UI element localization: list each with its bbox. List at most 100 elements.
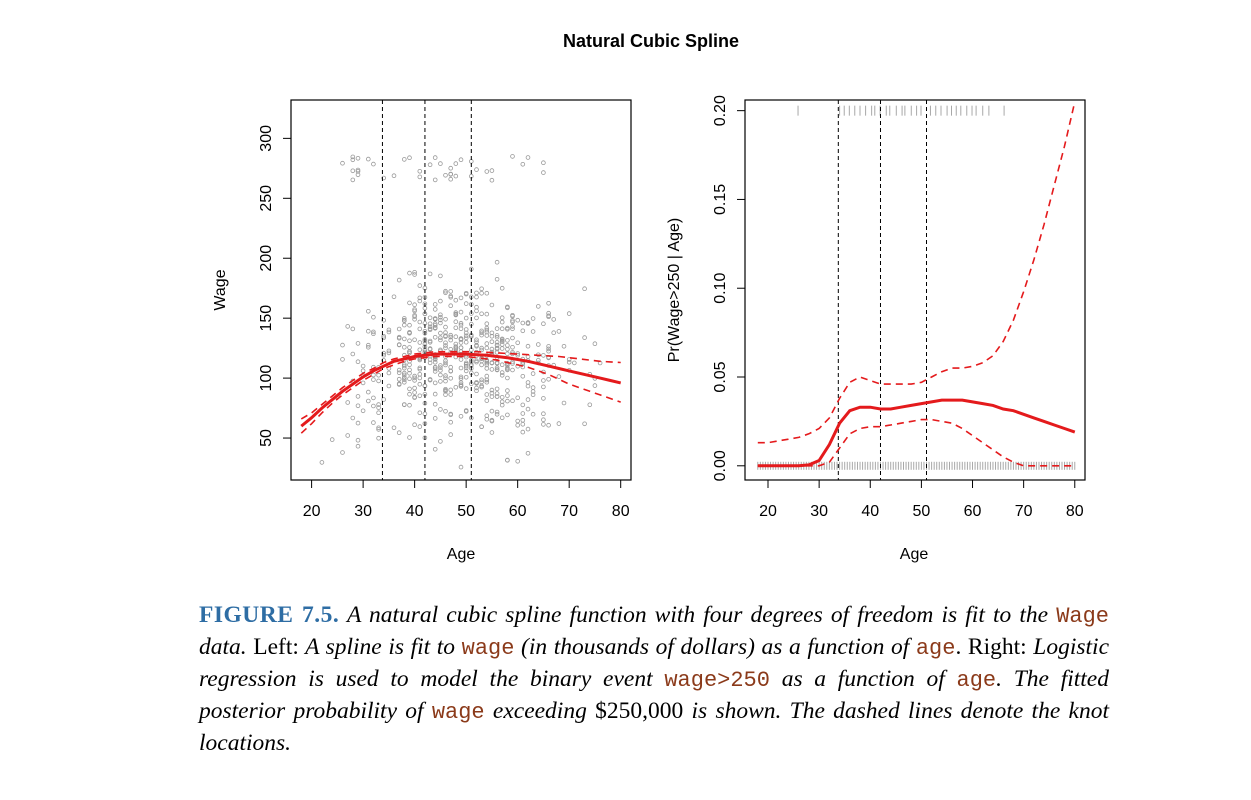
scatter-point bbox=[412, 375, 417, 381]
scatter-point bbox=[438, 298, 443, 304]
scatter-point bbox=[407, 370, 412, 376]
scatter-point bbox=[381, 175, 387, 181]
scatter-point bbox=[438, 312, 443, 318]
scatter-point bbox=[443, 375, 448, 381]
scatter-point bbox=[376, 402, 381, 407]
scatter-point bbox=[535, 357, 541, 363]
right-x-tick-label: 20 bbox=[759, 503, 777, 520]
scatter-point bbox=[376, 405, 381, 410]
right-ci-upper-line bbox=[757, 101, 1076, 444]
scatter-point bbox=[484, 169, 490, 174]
scatter-point bbox=[505, 398, 510, 404]
scatter-point bbox=[355, 169, 361, 174]
scatter-point bbox=[525, 450, 531, 456]
scatter-point bbox=[443, 386, 448, 392]
scatter-point bbox=[453, 319, 459, 325]
right-x-axis: 20 30 40 50 60 70 80 bbox=[759, 479, 1084, 520]
scatter-point bbox=[489, 430, 495, 435]
scatter-point bbox=[474, 388, 479, 394]
scatter-point bbox=[350, 351, 356, 357]
scatter-point bbox=[386, 350, 392, 356]
scatter-point bbox=[407, 338, 412, 344]
scatter-point bbox=[432, 321, 438, 327]
scatter-point bbox=[453, 297, 459, 303]
scatter-point bbox=[474, 385, 479, 391]
scatter-point bbox=[448, 165, 454, 171]
scatter-point bbox=[448, 289, 454, 294]
scatter-point bbox=[458, 295, 464, 301]
scatter-point bbox=[515, 352, 520, 358]
scatter-point bbox=[412, 378, 417, 383]
scatter-point bbox=[499, 415, 505, 421]
scatter-point bbox=[365, 389, 371, 395]
scatter-point bbox=[474, 315, 479, 321]
scatter-point bbox=[458, 357, 464, 362]
caption-code: wage>250 bbox=[664, 668, 770, 693]
scatter-point bbox=[448, 303, 454, 309]
scatter-point bbox=[479, 311, 484, 317]
scatter-point bbox=[407, 362, 412, 368]
scatter-point bbox=[432, 302, 438, 307]
scatter-point bbox=[412, 337, 417, 343]
scatter-point bbox=[412, 313, 417, 318]
caption-text: A natural cubic spline function with fou… bbox=[339, 602, 1057, 628]
scatter-point bbox=[479, 330, 484, 336]
scatter-point bbox=[448, 337, 454, 343]
scatter-point bbox=[582, 286, 587, 292]
scatter-point bbox=[525, 397, 531, 402]
scatter-point bbox=[479, 286, 484, 292]
left-x-tick-label: 40 bbox=[406, 503, 424, 520]
scatter-point bbox=[541, 417, 546, 423]
scatter-point bbox=[453, 341, 459, 347]
scatter-point bbox=[566, 359, 572, 365]
scatter-point bbox=[340, 357, 345, 362]
scatter-point bbox=[561, 400, 567, 406]
scatter-point bbox=[530, 385, 536, 390]
scatter-point bbox=[463, 361, 469, 367]
right-x-tick-label: 50 bbox=[912, 503, 930, 520]
scatter-point bbox=[432, 357, 438, 362]
scatter-point bbox=[453, 334, 459, 340]
scatter-point bbox=[407, 155, 412, 161]
scatter-point bbox=[525, 343, 531, 349]
left-fit-line bbox=[300, 352, 622, 428]
scatter-point bbox=[505, 343, 510, 348]
scatter-point bbox=[489, 168, 495, 173]
scatter-point bbox=[355, 394, 361, 399]
scatter-point bbox=[417, 371, 423, 377]
scatter-point bbox=[371, 420, 376, 425]
scatter-point bbox=[556, 421, 562, 426]
scatter-point bbox=[412, 308, 417, 314]
scatter-point bbox=[427, 271, 433, 277]
scatter-point bbox=[484, 360, 490, 366]
scatter-point bbox=[443, 362, 448, 368]
scatter-point bbox=[355, 403, 361, 409]
scatter-point bbox=[396, 367, 402, 373]
scatter-point bbox=[541, 378, 546, 383]
caption-code: wage bbox=[461, 636, 515, 661]
scatter-point bbox=[520, 429, 526, 435]
scatter-point bbox=[432, 401, 438, 407]
scatter-point bbox=[484, 413, 490, 419]
scatter-point bbox=[412, 302, 417, 308]
scatter-point bbox=[458, 413, 464, 419]
scatter-point bbox=[432, 307, 438, 312]
scatter-point bbox=[432, 316, 438, 322]
scatter-point bbox=[458, 322, 464, 328]
scatter-point bbox=[412, 272, 417, 277]
scatter-point bbox=[412, 316, 417, 322]
left-ci-lower-line bbox=[300, 355, 621, 434]
scatter-point bbox=[448, 176, 454, 182]
scatter-point bbox=[438, 161, 443, 166]
right-y-tick-label: 0.10 bbox=[712, 273, 729, 304]
scatter-point bbox=[489, 408, 495, 414]
scatter-point bbox=[401, 402, 407, 408]
scatter-point bbox=[499, 319, 505, 325]
scatter-point bbox=[484, 290, 490, 296]
scatter-point bbox=[494, 365, 500, 371]
right-x-tick-label: 70 bbox=[1015, 503, 1033, 520]
scatter-point bbox=[417, 381, 423, 387]
scatter-point bbox=[443, 343, 448, 348]
right-x-tick-label: 30 bbox=[810, 503, 828, 520]
scatter-point bbox=[494, 333, 500, 338]
